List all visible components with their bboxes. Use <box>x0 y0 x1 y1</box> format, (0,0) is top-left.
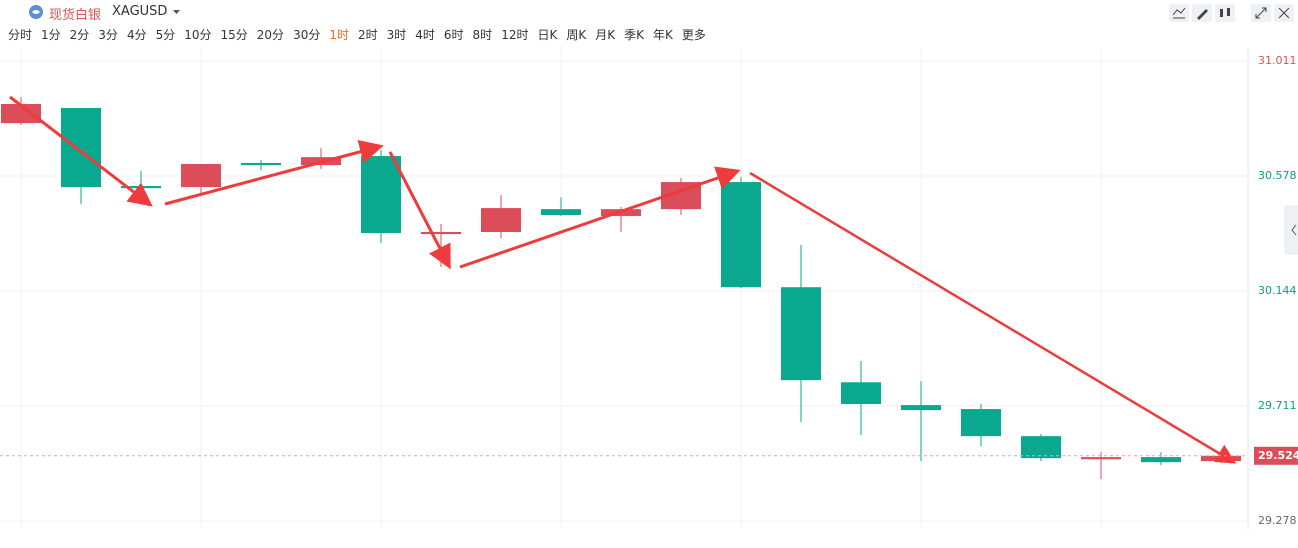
candle-body <box>961 409 1001 437</box>
candle-body <box>721 182 761 288</box>
symbol-icon <box>29 5 43 19</box>
caret[interactable] <box>173 10 181 16</box>
symbol-name[interactable]: 现货白银 <box>49 8 102 23</box>
candle-body <box>1021 436 1061 459</box>
side-tab[interactable] <box>1284 205 1298 255</box>
candle-body <box>481 208 521 232</box>
candle-body <box>1 104 41 124</box>
tool-button[interactable] <box>1169 4 1189 22</box>
interval-tab[interactable]: 5分 <box>155 28 176 42</box>
symbol-code[interactable]: XAGUSD <box>112 4 168 19</box>
tool-icons <box>1169 4 1294 22</box>
candle-body <box>841 382 881 405</box>
candle-body <box>781 287 821 381</box>
chart: 29.278 29.711 30.144 30.578 31.011 29.524 <box>0 48 1298 530</box>
interval-tab[interactable]: 4时 <box>415 28 435 42</box>
candle-body <box>901 405 941 411</box>
header: 现货白银 XAGUSD <box>0 0 1298 24</box>
interval-tab[interactable]: 日K <box>537 28 558 42</box>
interval-tab[interactable]: 20分 <box>256 28 285 42</box>
interval-tab[interactable]: 6时 <box>443 28 464 42</box>
interval-tab[interactable]: 分时 <box>8 28 33 42</box>
candle-body <box>1141 457 1181 463</box>
y-tick-label: 29.278 <box>1258 514 1297 527</box>
candle-body <box>1201 455 1241 462</box>
interval-tab[interactable]: 12时 <box>501 28 529 42</box>
interval-tab[interactable]: 年K <box>652 28 673 42</box>
y-tick-label: 31.011 <box>1258 54 1297 67</box>
y-tick-label: 30.578 <box>1258 169 1297 182</box>
interval-tab[interactable]: 10分 <box>184 28 212 42</box>
candle-body <box>1081 457 1121 460</box>
annotation-arrows <box>9 95 1237 464</box>
interval-tab[interactable]: 3分 <box>98 28 118 42</box>
last-price-label: 29.524 <box>1258 449 1298 462</box>
interval-tabs: 分时 1分 2分 3分 4分 5分 10分 15分 20分 30分 1时 2时 3时 4时 6时 8时 12时日… <box>8 26 706 43</box>
interval-tab[interactable]: 30分 <box>293 28 321 42</box>
last-price-box <box>1254 446 1298 465</box>
interval-tab[interactable]: 季K <box>624 28 644 42</box>
candle-body <box>61 108 101 188</box>
interval-tab[interactable]: 周K <box>566 28 587 42</box>
candle-body <box>241 162 281 166</box>
y-tick-label: 29.711 <box>1258 399 1297 412</box>
interval-tab[interactable]: 1时 <box>329 28 349 42</box>
interval-tab[interactable]: 月K <box>595 28 616 42</box>
interval-tab[interactable]: 3时 <box>386 28 407 42</box>
interval-tab[interactable]: 8时 <box>472 28 493 42</box>
interval-tab[interactable]: 15分 <box>220 28 248 42</box>
candle-body <box>361 156 401 234</box>
candle-body <box>421 231 461 235</box>
interval-tab[interactable]: 1分 <box>41 28 61 42</box>
candle-body <box>541 209 581 215</box>
interval-tab[interactable]: 4分 <box>126 28 147 42</box>
tool-button[interactable] <box>1215 4 1235 22</box>
candle-body <box>181 164 221 188</box>
y-tick-label: 30.144 <box>1258 284 1297 297</box>
interval-tab[interactable]: 更多 <box>681 28 706 42</box>
interval-tab[interactable]: 2分 <box>69 28 90 42</box>
interval-tab[interactable]: 2时 <box>357 28 378 42</box>
